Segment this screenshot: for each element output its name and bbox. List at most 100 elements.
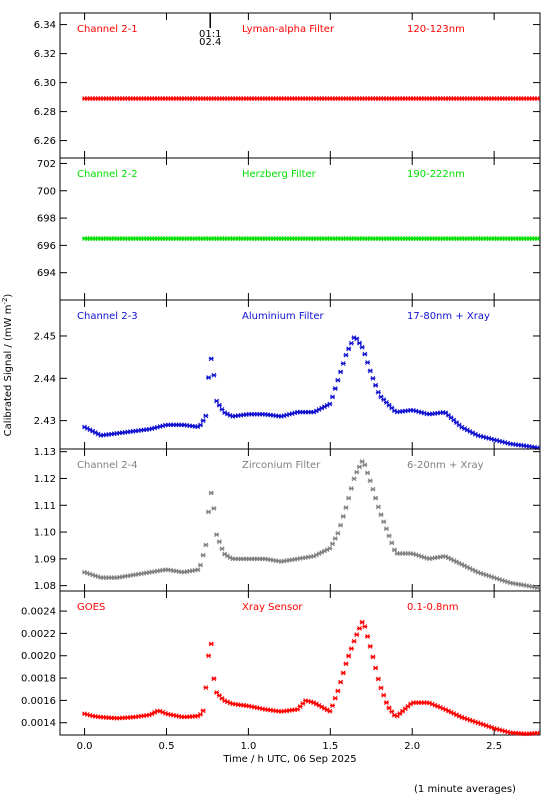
data-point [391, 547, 397, 553]
panel-3: 2.43 2.44 2.45 Channel 2-3 Aluminium Filter 1… [34, 299, 541, 451]
filter-label: Zirconium Filter [242, 460, 321, 471]
y-tick-label: 2.44 [34, 374, 56, 385]
data-point [373, 495, 379, 501]
data-point [348, 340, 354, 346]
data-point [195, 567, 201, 573]
data-point [354, 632, 360, 638]
data-point [370, 486, 376, 492]
band-label: 6-20nm + Xray [407, 460, 484, 471]
data-point [389, 709, 395, 715]
y-axis-label-main: Calibrated Signal / (mW m [3, 305, 14, 437]
panel-5: 0.0014 0.0016 0.0018 0.0020 0.0022 0.0024 GOES… [21, 590, 541, 737]
data-point [343, 352, 349, 358]
data-point [356, 340, 362, 346]
x-tick-label: 0.5 [159, 741, 175, 752]
data-point [386, 705, 392, 711]
data-point [346, 653, 352, 659]
y-tick-label: 696 [37, 241, 56, 252]
averaging-note: (1 minute averages) [414, 784, 516, 795]
y-tick-label: 2.43 [34, 416, 56, 427]
data-point [200, 708, 206, 714]
data-point [356, 464, 362, 470]
data-point [206, 653, 212, 659]
data-point [378, 685, 384, 691]
data-point [370, 375, 376, 381]
data-point [327, 708, 333, 714]
data-point [206, 509, 212, 515]
channel-label: Channel 2-3 [77, 311, 138, 322]
y-tick-label: 702 [37, 159, 56, 170]
data-point [346, 346, 352, 352]
data-point [386, 533, 392, 539]
y-tick-label: 1.09 [34, 554, 56, 565]
data-points [82, 619, 540, 737]
data-point [329, 703, 335, 708]
data-point [214, 398, 220, 404]
data-point [365, 470, 371, 476]
data-point [327, 545, 333, 551]
panel-frame [59, 590, 541, 736]
data-point [343, 505, 349, 510]
filter-label: Aluminium Filter [242, 311, 325, 322]
panel-1: 6.26 6.28 6.30 6.32 6.34 Channel 2-1 Lyman-alp… [34, 12, 541, 159]
data-point [208, 641, 214, 647]
x-tick-label: 2.5 [486, 741, 502, 752]
data-point [375, 504, 381, 510]
data-points [82, 335, 540, 451]
data-point [351, 476, 357, 482]
y-tick-label: 1.10 [34, 528, 56, 539]
data-point [351, 638, 357, 644]
y-tick-label: 700 [37, 186, 56, 197]
data-point [335, 688, 341, 694]
data-point [348, 646, 354, 651]
data-points [82, 459, 540, 591]
data-point [362, 462, 368, 468]
data-point [197, 562, 203, 568]
y-axis-label: Calibrated Signal / (mW m-2) [1, 294, 14, 437]
x-tick-label: 0.0 [77, 741, 93, 752]
channel-label: Channel 2-2 [77, 169, 138, 180]
data-point [335, 530, 341, 536]
data-point [211, 676, 217, 682]
data-point [354, 336, 360, 342]
filter-label: Herzberg Filter [242, 169, 317, 180]
y-tick-label: 0.0018 [21, 674, 56, 685]
data-point [362, 624, 368, 629]
data-point [211, 372, 217, 378]
chart-panels: 6.26 6.28 6.30 6.32 6.34 Channel 2-1 Lyman-alp… [21, 12, 541, 752]
data-point [327, 401, 333, 407]
event-marker-label: 01:1 [199, 29, 221, 40]
data-point [381, 692, 387, 698]
data-point [197, 422, 203, 428]
panel-frame [59, 299, 541, 450]
data-point [332, 386, 338, 391]
filter-label: Lyman-alpha Filter [242, 24, 335, 35]
data-point [362, 351, 368, 357]
data-point [346, 495, 352, 501]
y-tick-label: 2.45 [34, 331, 56, 342]
data-point [340, 514, 346, 519]
data-point [203, 542, 209, 548]
data-point [359, 619, 365, 625]
channel-label: Channel 2-4 [77, 460, 138, 471]
y-tick-label: 6.34 [34, 20, 56, 31]
data-point [329, 394, 335, 400]
panel-2: 694 696 698 700 702 Channel 2-2 Herzberg Filte… [37, 157, 541, 301]
data-point [203, 413, 209, 419]
data-point [214, 532, 220, 538]
data-point [216, 539, 222, 545]
y-tick-label: 6.26 [34, 136, 56, 147]
y-tick-label: 6.30 [34, 78, 56, 89]
data-point [208, 490, 214, 496]
y-tick-label: 694 [37, 268, 56, 279]
data-point [203, 685, 209, 691]
data-point [356, 626, 362, 631]
y-tick-label: 0.0022 [21, 629, 56, 640]
data-point [359, 344, 365, 350]
y-axis-label-exponent: -2 [1, 298, 9, 305]
data-point [200, 418, 206, 424]
band-label: 120-123nm [407, 24, 465, 35]
y-axis-label-close: ) [3, 294, 14, 298]
data-point [534, 236, 540, 241]
